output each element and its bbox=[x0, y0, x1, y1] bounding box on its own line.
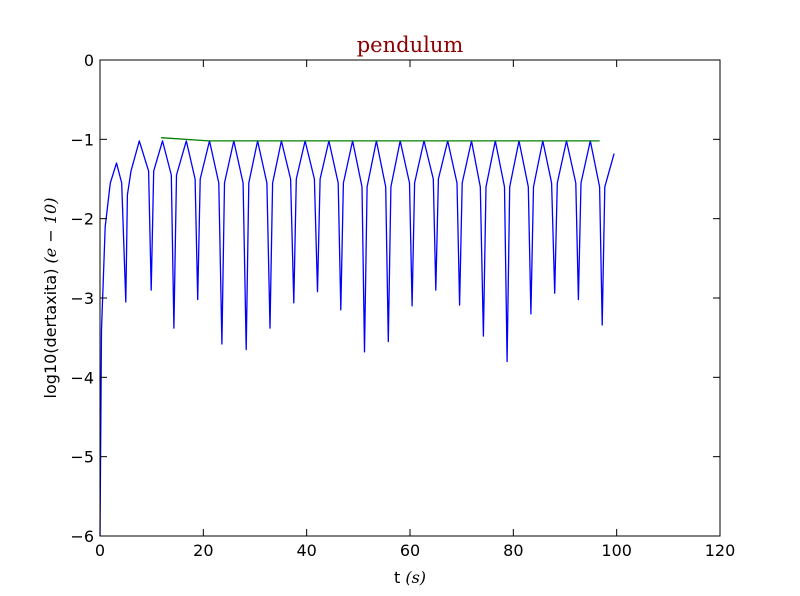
y-axis-label-unit: (e − 10) bbox=[41, 198, 60, 264]
x-tick-label: 80 bbox=[503, 541, 523, 560]
x-tick-label: 20 bbox=[193, 541, 213, 560]
y-tick-label: −6 bbox=[70, 527, 94, 546]
x-tick-label: 0 bbox=[95, 541, 105, 560]
y-tick-label: −3 bbox=[70, 289, 94, 308]
y-axis-label-text: log10(dertaxita) bbox=[41, 269, 60, 399]
y-tick-label: −5 bbox=[70, 448, 94, 467]
y-tick-label: −1 bbox=[70, 130, 94, 149]
x-tick-label: 120 bbox=[705, 541, 736, 560]
chart-title: pendulum bbox=[357, 33, 464, 57]
y-tick-label: −2 bbox=[70, 210, 94, 229]
y-tick-label: 0 bbox=[84, 51, 94, 70]
x-axis-label: t (s) bbox=[394, 568, 426, 587]
x-tick-label: 60 bbox=[400, 541, 420, 560]
y-axis-label: log10(dertaxita) (e − 10) bbox=[41, 198, 60, 399]
x-tick-label: 100 bbox=[601, 541, 632, 560]
x-tick-label: 40 bbox=[296, 541, 316, 560]
x-axis-label-text: t bbox=[394, 568, 400, 587]
x-axis-label-unit: (s) bbox=[405, 568, 426, 587]
y-tick-label: −4 bbox=[70, 368, 94, 387]
